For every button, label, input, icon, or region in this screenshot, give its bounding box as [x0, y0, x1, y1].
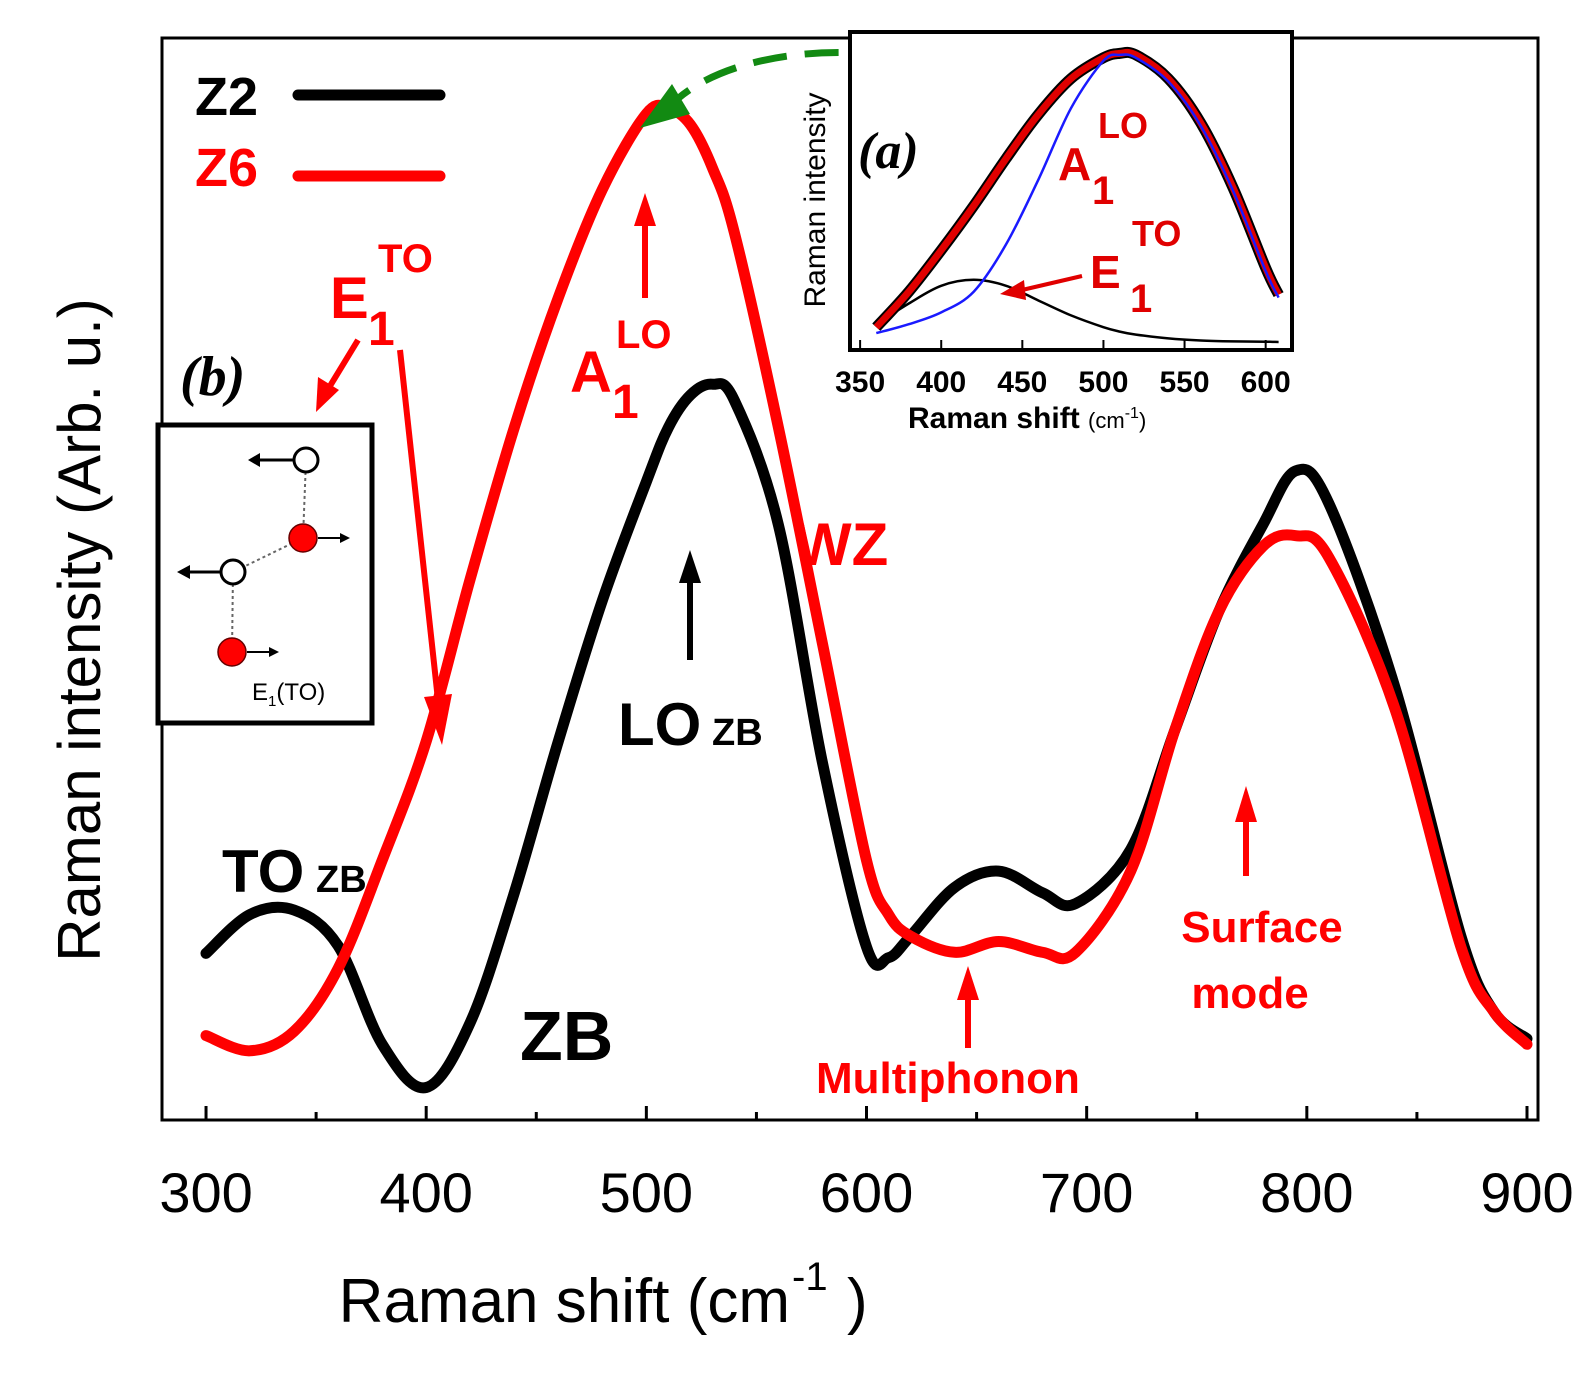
inset-b-label: (b) — [180, 346, 245, 408]
x-axis-label-close: ) — [847, 1267, 868, 1336]
annotation-e1-to: E TO 1 — [330, 237, 433, 356]
annotation-lo-zb-base: LO — [618, 691, 701, 758]
annotation-to-zb-base: TO — [222, 838, 304, 905]
series-line-z2 — [200, 378, 1533, 1094]
svg-text:E: E — [1090, 246, 1121, 298]
inset-a-annotation-a1-lo: A LO 1 — [1058, 105, 1148, 213]
legend-label-z6: Z6 — [195, 138, 258, 198]
x-tick-label: 400 — [379, 1161, 472, 1224]
x-tick-label: 900 — [1480, 1161, 1573, 1224]
inset-b-atom-white-top — [292, 446, 320, 474]
annotation-to-zb: TO ZB — [222, 838, 367, 905]
inset-a-y-axis-label: Raman intensity — [799, 92, 832, 307]
inset-a-x-tick-label: 400 — [916, 366, 966, 399]
svg-text:1: 1 — [1092, 169, 1114, 213]
annotation-multiphonon: Multiphonon — [816, 1054, 1080, 1103]
inset-a-x-tick-label: 500 — [1078, 366, 1128, 399]
annotation-a1-lo-sub: 1 — [612, 376, 639, 429]
inset-a: 350 400 450 500 550 600 (a) Raman intensity R… — [799, 30, 1294, 435]
inset-b-atom-red-top — [288, 523, 318, 553]
inset-b-vectors — [177, 453, 350, 657]
svg-text:LO: LO — [1098, 105, 1148, 146]
annotation-surface-mode-line2: mode — [1191, 969, 1308, 1018]
annotation-e1-to-sub: 1 — [368, 303, 395, 356]
annotation-e1-to-sup: TO — [378, 237, 433, 281]
x-tick-label: 300 — [159, 1161, 252, 1224]
inset-a-x-tick-label: 600 — [1241, 366, 1291, 399]
annotation-lo-zb-sub: ZB — [712, 712, 763, 754]
series-line-z6 — [200, 99, 1533, 1057]
x-tick-label: 500 — [600, 1161, 693, 1224]
inset-a-series-a1-lo — [875, 53, 1280, 335]
annotation-a1-lo-sup: LO — [616, 313, 672, 357]
annotation-zb: ZB — [520, 997, 613, 1075]
arrow-lo-zb — [679, 550, 701, 660]
x-axis-ticks — [204, 1106, 1529, 1120]
arrow-green-dashed — [640, 48, 1033, 128]
annotation-lo-zb: LO ZB — [618, 691, 763, 758]
arrow-e1-to-inset — [316, 338, 361, 412]
inset-a-series-e1-to — [875, 278, 1279, 344]
arrow-e1-to-curve — [397, 349, 452, 745]
svg-text:1: 1 — [1130, 277, 1152, 321]
inset-b: E1(TO) — [155, 422, 375, 726]
inset-a-annotation-e1-to: E TO 1 — [1090, 213, 1181, 321]
svg-text:A: A — [1058, 138, 1091, 190]
x-axis-label-superscript: -1 — [792, 1255, 828, 1299]
annotation-to-zb-sub: ZB — [316, 859, 367, 901]
annotation-e1-to-base: E — [330, 266, 369, 331]
arrow-multiphonon — [957, 966, 979, 1048]
inset-a-arrow-e1 — [1000, 274, 1083, 300]
inset-a-x-tick-labels: 350 400 450 500 550 600 — [835, 366, 1291, 399]
legend: Z2 Z6 — [195, 67, 446, 198]
inset-b-frame — [155, 422, 375, 726]
inset-b-caption: E1(TO) — [252, 679, 325, 710]
inset-b-atom-white-bottom — [219, 558, 247, 586]
x-tick-label: 700 — [1040, 1161, 1133, 1224]
x-tick-label: 600 — [820, 1161, 913, 1224]
y-axis-label: Raman intensity (Arb. u.) — [46, 298, 113, 962]
inset-a-x-tick-label: 450 — [997, 366, 1047, 399]
svg-text:TO: TO — [1132, 213, 1181, 254]
arrow-a1-lo — [634, 193, 656, 298]
inset-b-atom-red-bottom — [217, 637, 247, 667]
inset-a-x-axis-label: Raman shift (cm-1) — [908, 402, 1146, 435]
inset-a-label: (a) — [858, 123, 919, 180]
inset-a-x-tick-label: 550 — [1160, 366, 1210, 399]
annotation-surface-mode-line1: Surface — [1181, 903, 1342, 952]
annotation-wz: WZ — [795, 511, 888, 578]
annotation-a1-lo-base: A — [570, 340, 612, 405]
inset-a-x-tick-label: 350 — [835, 366, 885, 399]
x-axis-tick-labels: 300 400 500 600 700 800 900 — [159, 1161, 1573, 1224]
x-axis-label: Raman shift (cm — [339, 1267, 790, 1336]
annotation-arrows — [316, 48, 1257, 1048]
legend-label-z2: Z2 — [195, 67, 258, 127]
annotation-a1-lo: A LO 1 — [570, 313, 672, 429]
x-tick-label: 800 — [1260, 1161, 1353, 1224]
arrow-surface-mode — [1235, 786, 1257, 876]
